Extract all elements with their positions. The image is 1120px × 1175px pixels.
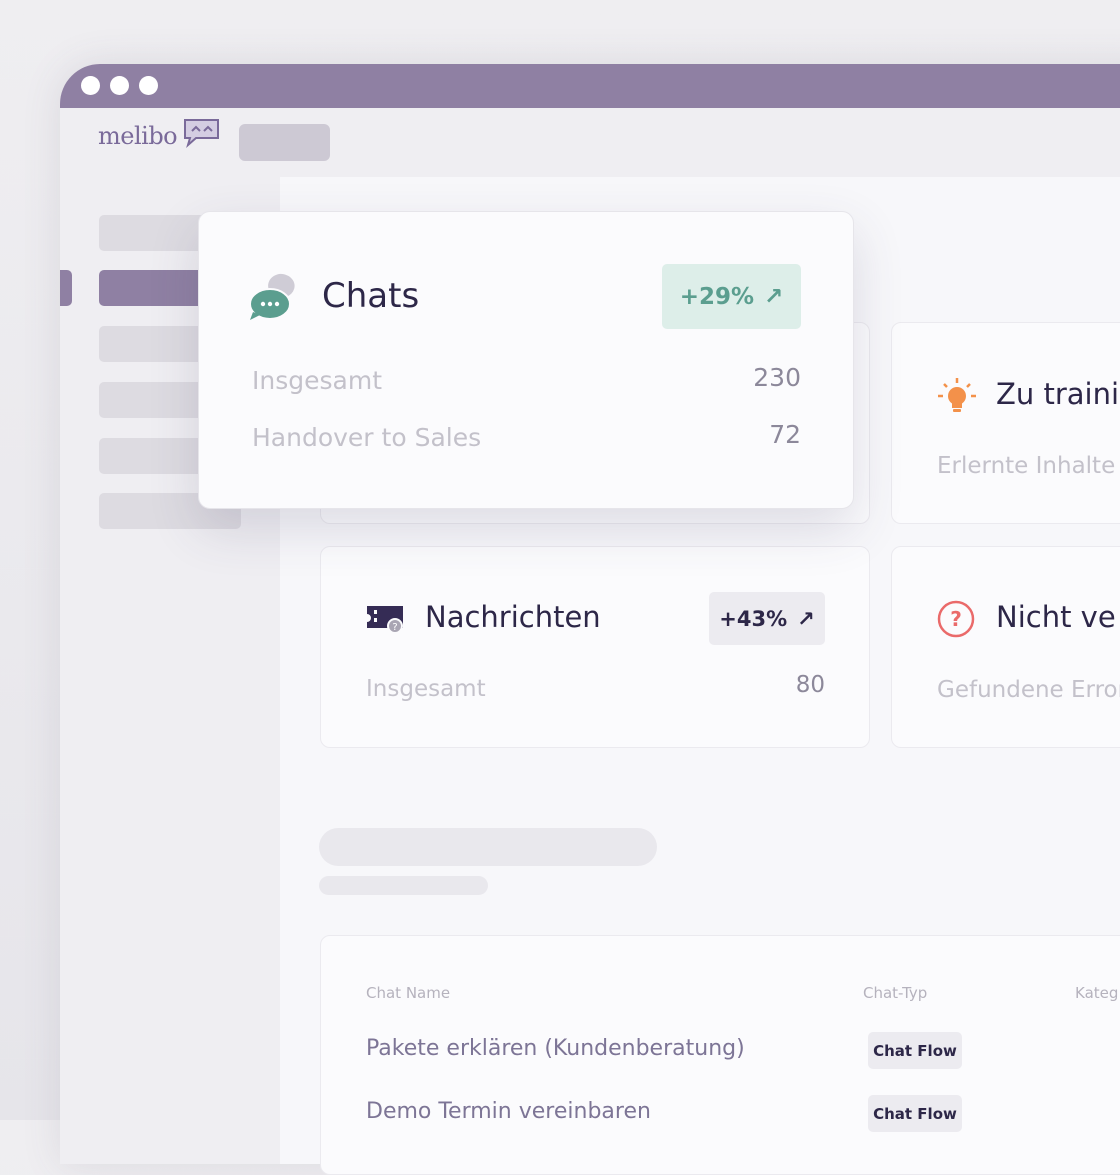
card-label: Erlernte Inhalte	[937, 453, 1116, 479]
title-bar	[60, 64, 1120, 108]
popup-title: Chats	[322, 276, 420, 316]
chat-bubbles-icon	[249, 273, 295, 320]
badge-text: +43%	[719, 606, 788, 631]
arrow-up-right-icon: ↗	[764, 283, 784, 310]
stat-card-errors[interactable]: ? Nicht ve Gefundene Error	[891, 546, 1120, 748]
card-title: Nicht ve	[996, 600, 1116, 634]
window-dot[interactable]	[110, 76, 129, 95]
card-title: Nachrichten	[425, 600, 601, 634]
card-value: 80	[795, 672, 825, 698]
question-circle-icon: ?	[937, 600, 975, 638]
svg-text:?: ?	[392, 622, 397, 633]
ticket-icon: ?	[367, 606, 403, 634]
stat-value: 72	[769, 420, 801, 449]
window-dot[interactable]	[139, 76, 158, 95]
stat-label: Handover to Sales	[252, 423, 482, 452]
chat-name[interactable]: Pakete erklären (Kundenberatung)	[366, 1036, 745, 1061]
chats-table: Chat Name Chat-Typ Kateg Pakete erklären…	[320, 935, 1120, 1175]
stat-value: 230	[753, 363, 801, 392]
growth-badge: +29% ↗	[662, 264, 801, 329]
growth-badge: +43% ↗	[709, 592, 825, 645]
top-placeholder-button[interactable]	[239, 124, 330, 161]
chats-popup-card[interactable]: Chats +29% ↗ Insgesamt 230 Handover to Sa…	[198, 211, 854, 509]
column-header[interactable]: Chat Name	[366, 984, 451, 1002]
logo-text: melibo	[98, 122, 178, 150]
card-title: Zu traini	[996, 377, 1120, 411]
stat-card-messages[interactable]: ? Nachrichten +43% ↗ Insgesamt 80	[320, 546, 870, 748]
window-dot[interactable]	[81, 76, 100, 95]
skeleton-subtitle	[319, 876, 488, 895]
card-label: Gefundene Error	[937, 677, 1120, 703]
column-header[interactable]: Chat-Typ	[863, 984, 928, 1002]
skeleton-title	[319, 828, 657, 866]
logo: melibo	[98, 119, 219, 150]
column-header[interactable]: Kateg	[1075, 984, 1119, 1002]
arrow-up-right-icon: ↗	[797, 606, 815, 631]
lightbulb-icon	[938, 378, 976, 412]
badge-text: +29%	[679, 283, 755, 310]
stat-label: Insgesamt	[252, 366, 382, 395]
sidebar-active-indicator	[60, 270, 72, 306]
stat-card-training[interactable]: Zu traini Erlernte Inhalte	[891, 322, 1120, 524]
chat-name[interactable]: Demo Termin vereinbaren	[366, 1099, 651, 1124]
svg-text:?: ?	[950, 607, 962, 631]
chat-type-chip: Chat Flow	[868, 1095, 962, 1132]
card-label: Insgesamt	[366, 676, 486, 702]
chat-smile-icon	[184, 119, 219, 148]
chat-type-chip: Chat Flow	[868, 1032, 962, 1069]
